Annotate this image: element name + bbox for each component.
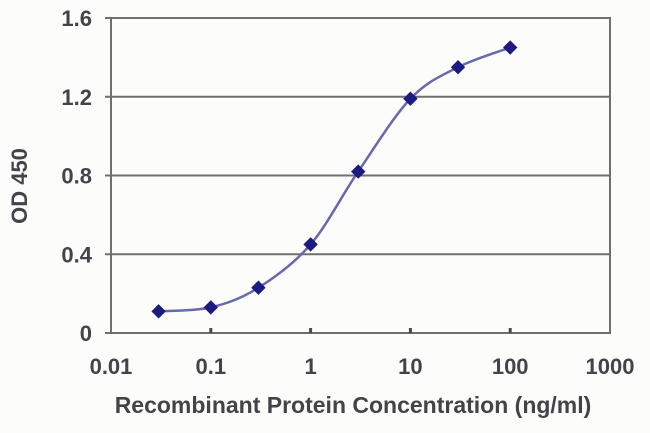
data-series-group	[151, 40, 518, 319]
data-point	[251, 280, 266, 295]
y-axis-title: OD 450	[7, 148, 32, 224]
y-tick-label: 0	[80, 321, 92, 346]
y-tick-label: 0.8	[61, 164, 92, 189]
data-point	[303, 237, 318, 252]
x-tick-label: 100	[492, 354, 529, 379]
x-tick-label: 0.01	[90, 354, 133, 379]
y-tick-label: 1.6	[61, 6, 92, 31]
x-tick-label: 1	[304, 354, 316, 379]
y-tick-label: 0.4	[61, 242, 92, 267]
x-axis-title: Recombinant Protein Concentration (ng/ml…	[115, 392, 592, 418]
ticks-group: 0 0.4 0.8 1.2 1.6 0.01 0.1 1 10 100 1000	[61, 6, 634, 379]
data-point	[450, 60, 466, 75]
x-tick-label: 0.1	[196, 354, 227, 379]
data-point	[351, 164, 366, 179]
x-tick-label: 10	[398, 354, 422, 379]
curve	[158, 46, 511, 313]
data-point	[403, 91, 418, 106]
data-point	[203, 300, 219, 315]
data-point	[502, 40, 518, 55]
y-tick-label: 1.2	[61, 85, 92, 110]
x-tick-label: 1000	[586, 354, 635, 379]
data-point	[151, 304, 166, 319]
